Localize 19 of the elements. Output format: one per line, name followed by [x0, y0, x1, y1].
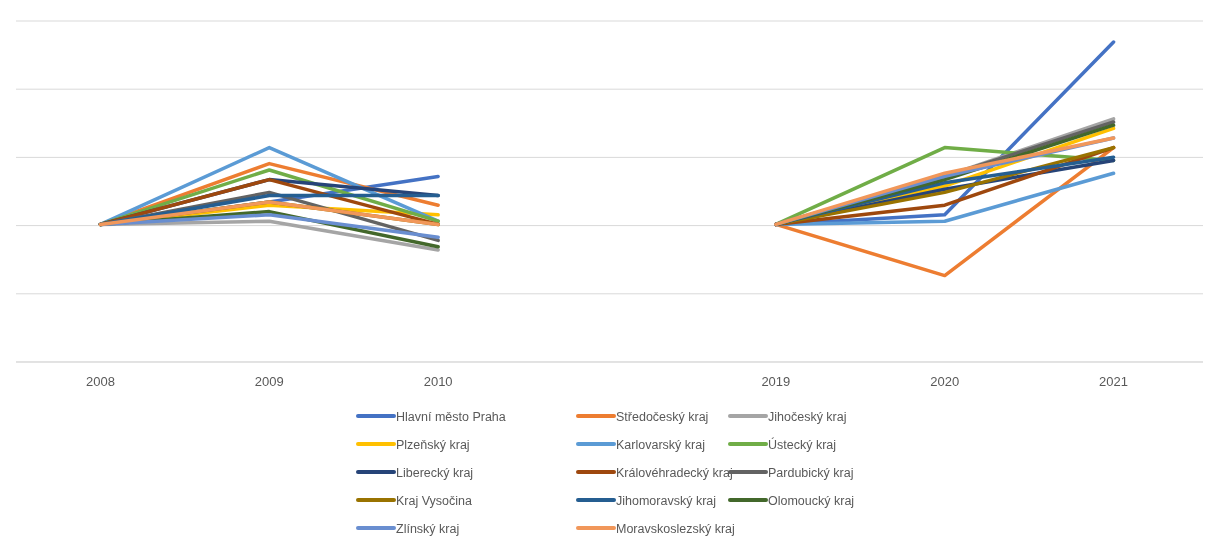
legend-label: Jihomoravský kraj: [616, 494, 717, 508]
legend-label: Středočeský kraj: [616, 410, 709, 424]
x-tick-label: 2019: [761, 374, 791, 389]
legend-label: Olomoucký kraj: [768, 494, 855, 508]
legend-label: Ústecký kraj: [768, 437, 837, 452]
x-tick-label: 2008: [85, 374, 115, 389]
legend-label: Hlavní město Praha: [396, 410, 506, 424]
legend-label: Moravskoslezský kraj: [616, 522, 735, 536]
legend-label: Pardubický kraj: [768, 466, 854, 480]
legend-label: Zlínský kraj: [396, 522, 460, 536]
x-tick-label: 2009: [254, 374, 284, 389]
legend-label: Plzeňský kraj: [396, 438, 470, 452]
legend-label: Kraj Vysočina: [396, 494, 473, 508]
x-tick-label: 2010: [423, 374, 453, 389]
legend-label: Karlovarský kraj: [616, 438, 705, 452]
legend-label: Liberecký kraj: [396, 466, 474, 480]
legend-label: Jihočeský kraj: [768, 410, 847, 424]
x-tick-label: 2020: [930, 374, 960, 389]
x-tick-label: 2021: [1099, 374, 1129, 389]
